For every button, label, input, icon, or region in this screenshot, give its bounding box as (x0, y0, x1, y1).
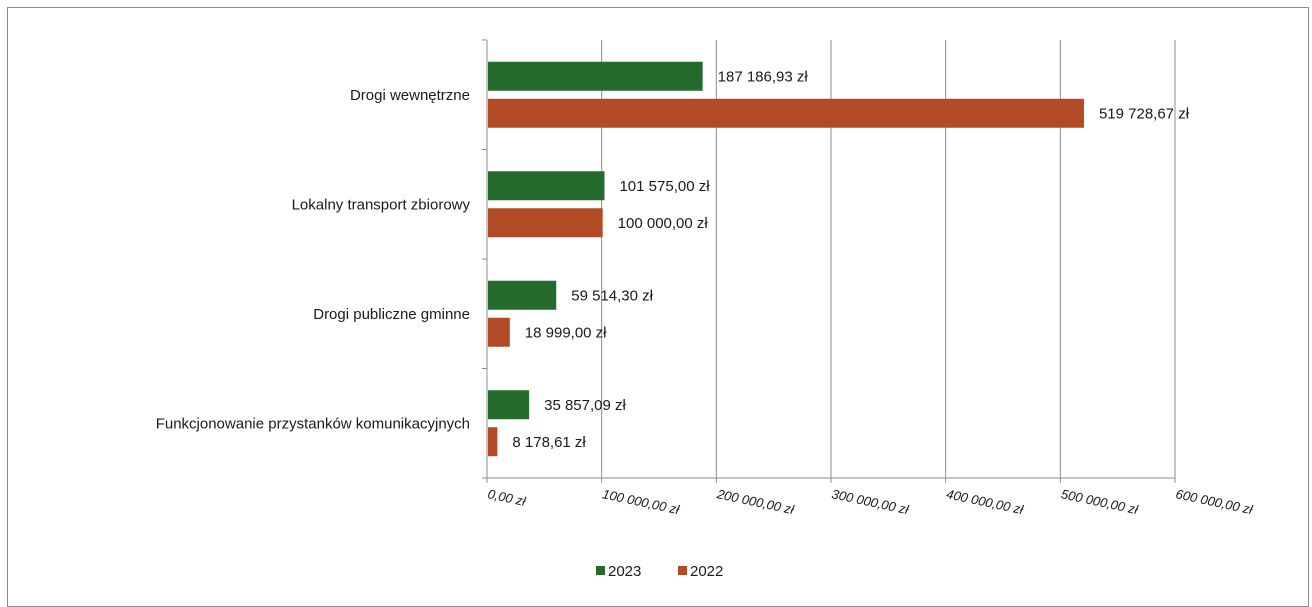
legend-swatch-2023 (596, 566, 605, 575)
bar-2023-3 (488, 390, 530, 420)
legend-swatch-2022 (678, 566, 687, 575)
category-label: Funkcjonowanie przystanków komunikacyjny… (156, 415, 470, 432)
bar-2022-0 (488, 98, 1084, 128)
category-label: Drogi publiczne gminne (313, 306, 470, 323)
x-tick-label: 500 000,00 zł (1060, 486, 1141, 517)
x-tick-label: 200 000,00 zł (715, 486, 797, 517)
bars (488, 61, 1084, 457)
x-tick-label: 0,00 zł (486, 486, 528, 509)
data-label: 101 575,00 zł (619, 178, 710, 195)
x-tick-label: 100 000,00 zł (601, 486, 682, 517)
x-tick-labels: 0,00 zł 100 000,00 zł 200 000,00 zł 300 000… (486, 486, 1255, 517)
bar-2022-2 (488, 317, 510, 347)
axes (482, 39, 1176, 483)
data-labels: 187 186,93 zł 519 728,67 zł 101 575,00 zł 1… (512, 68, 1189, 451)
data-label: 8 178,61 zł (512, 434, 586, 451)
bar-2023-1 (488, 171, 605, 201)
data-label: 18 999,00 zł (525, 324, 607, 341)
bar-2023-0 (488, 61, 703, 91)
category-labels: Drogi wewnętrzne Lokalny transport zbioro… (156, 87, 471, 433)
bar-2023-2 (488, 280, 557, 310)
data-label: 100 000,00 zł (618, 215, 709, 232)
x-tick-label: 600 000,00 zł (1174, 486, 1255, 517)
data-label: 35 857,09 zł (544, 397, 626, 414)
category-label: Lokalny transport zbiorowy (292, 196, 471, 213)
bar-2022-3 (488, 427, 498, 457)
legend-label: 2023 (608, 563, 641, 580)
x-tick-label: 400 000,00 zł (945, 486, 1026, 517)
category-label: Drogi wewnętrzne (350, 87, 470, 104)
data-label: 519 728,67 zł (1099, 105, 1190, 122)
bar-2022-1 (488, 208, 603, 238)
data-label: 59 514,30 zł (571, 287, 653, 304)
data-label: 187 186,93 zł (718, 68, 809, 85)
legend-label: 2022 (690, 563, 723, 580)
legend: 2023 2022 (596, 563, 723, 580)
x-tick-label: 300 000,00 zł (830, 486, 911, 517)
